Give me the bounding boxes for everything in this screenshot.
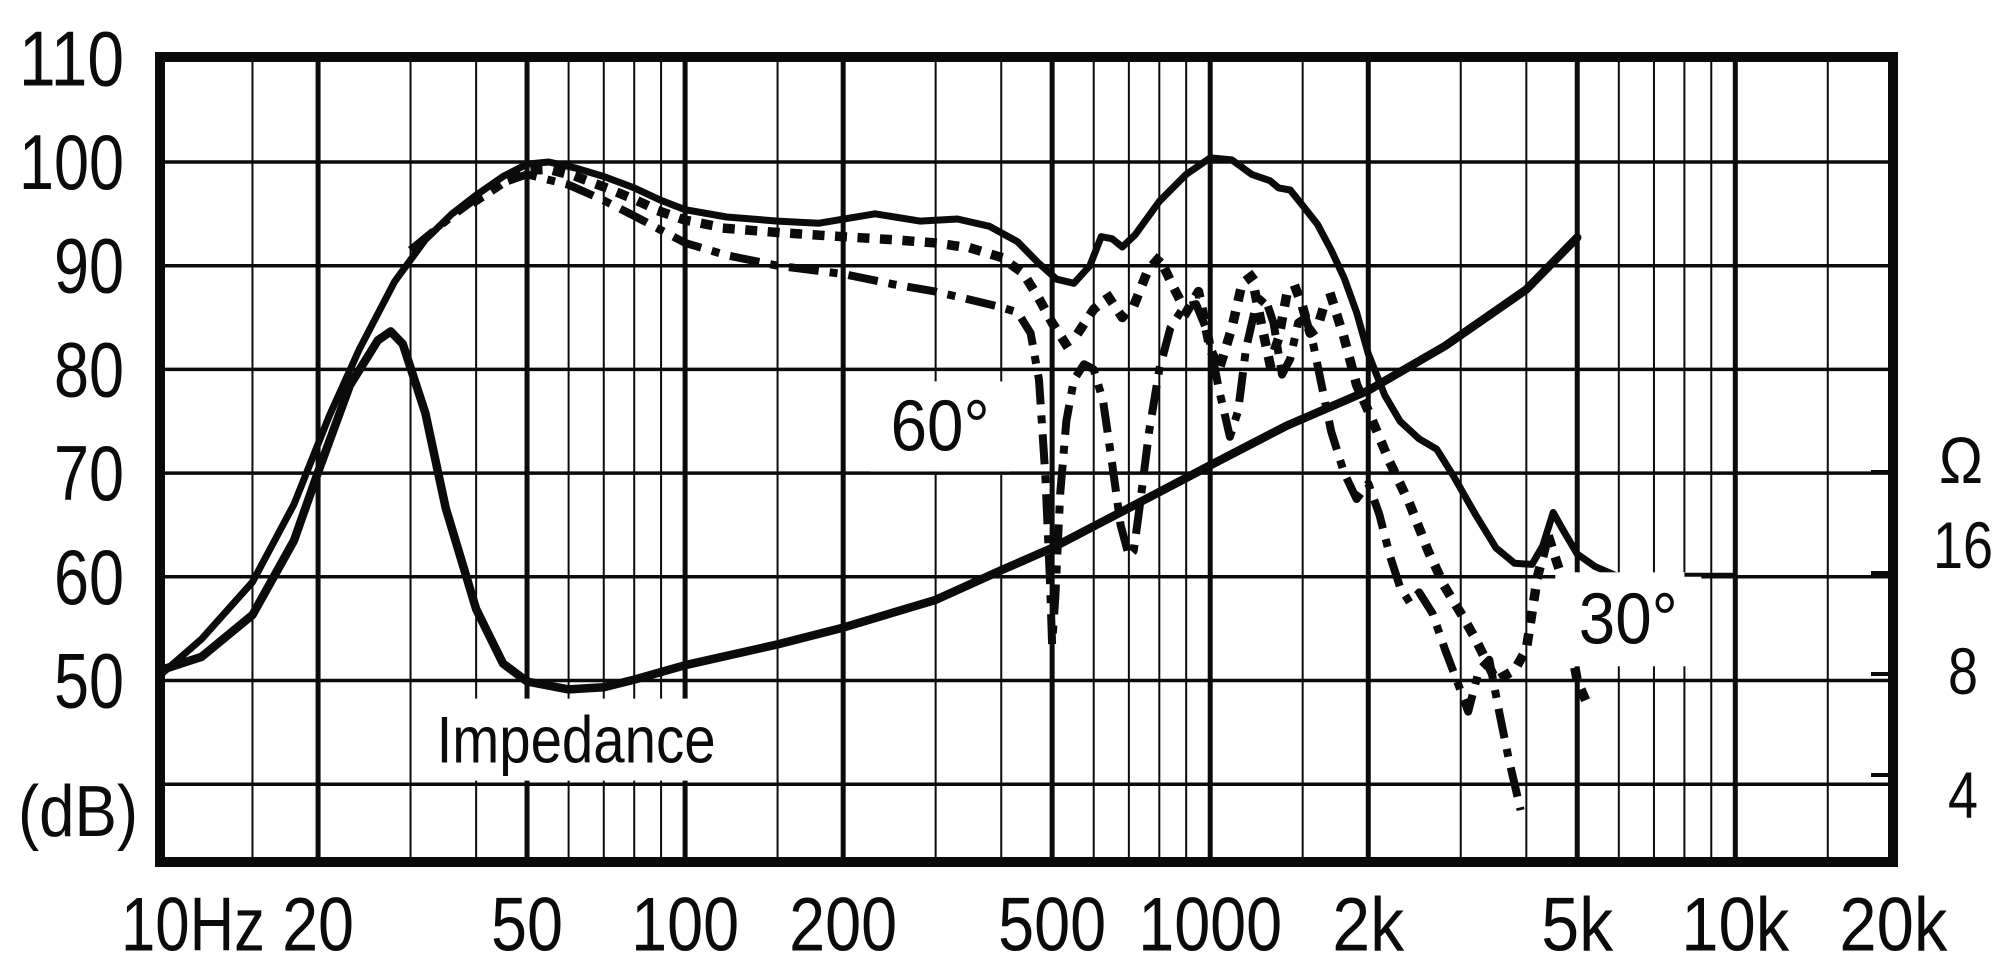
db-tick-label: 80 [54, 325, 124, 413]
annotation-label: 60° [891, 386, 990, 466]
db-tick-label: 90 [54, 222, 124, 310]
data-curves [160, 154, 1641, 812]
60-degree-off-axis-response-curve [407, 170, 1525, 812]
freq-tick-label: 2k [1332, 883, 1405, 968]
ohm-tick-label: 4 [1948, 758, 1978, 832]
freq-tick-label: 10k [1681, 883, 1790, 968]
db-tick-label: 50 [54, 637, 124, 725]
freq-tick-label: 500 [998, 883, 1106, 968]
plot-border [155, 52, 1898, 867]
impedance-curve [160, 233, 1582, 694]
annotation-mask [1555, 572, 1702, 667]
annotation-label: 30° [1579, 579, 1678, 659]
db-unit-label: (dB) [18, 772, 138, 852]
db-tick-label: 100 [19, 118, 124, 206]
ohm-tick-label: 16 [1933, 508, 1993, 582]
annotation-label: Impedance [437, 703, 716, 777]
freq-tick-label: 1000 [1138, 883, 1282, 968]
freq-tick-label: 20k [1839, 883, 1948, 968]
freq-tick-label: 5k [1541, 883, 1614, 968]
freq-tick-label: 20 [282, 883, 354, 968]
ohm-tick-label: 8 [1948, 634, 1978, 708]
ohm-unit-label: Ω [1939, 423, 1983, 497]
freq-tick-label: 50 [491, 883, 563, 968]
annotation-mask [870, 381, 1011, 472]
freq-tick-label: 100 [631, 883, 739, 968]
curve-annotations: 60° 30° Impedance [415, 381, 1734, 781]
db-tick-label: 110 [19, 14, 124, 102]
freq-tick-label: 10Hz [121, 883, 265, 968]
axis-labels: 110 100 90 80 70 60 50 (dB) 10Hz 20 50 100 200 500 100… [18, 14, 1993, 967]
db-tick-label: 70 [54, 429, 124, 517]
annotation-mask [415, 698, 738, 781]
plot-frame [155, 52, 1898, 867]
freq-tick-label: 200 [789, 883, 897, 968]
on-axis-frequency-response-curve [160, 154, 1641, 679]
db-tick-label: 60 [54, 533, 124, 621]
30-degree-off-axis-response-curve [469, 164, 1597, 718]
